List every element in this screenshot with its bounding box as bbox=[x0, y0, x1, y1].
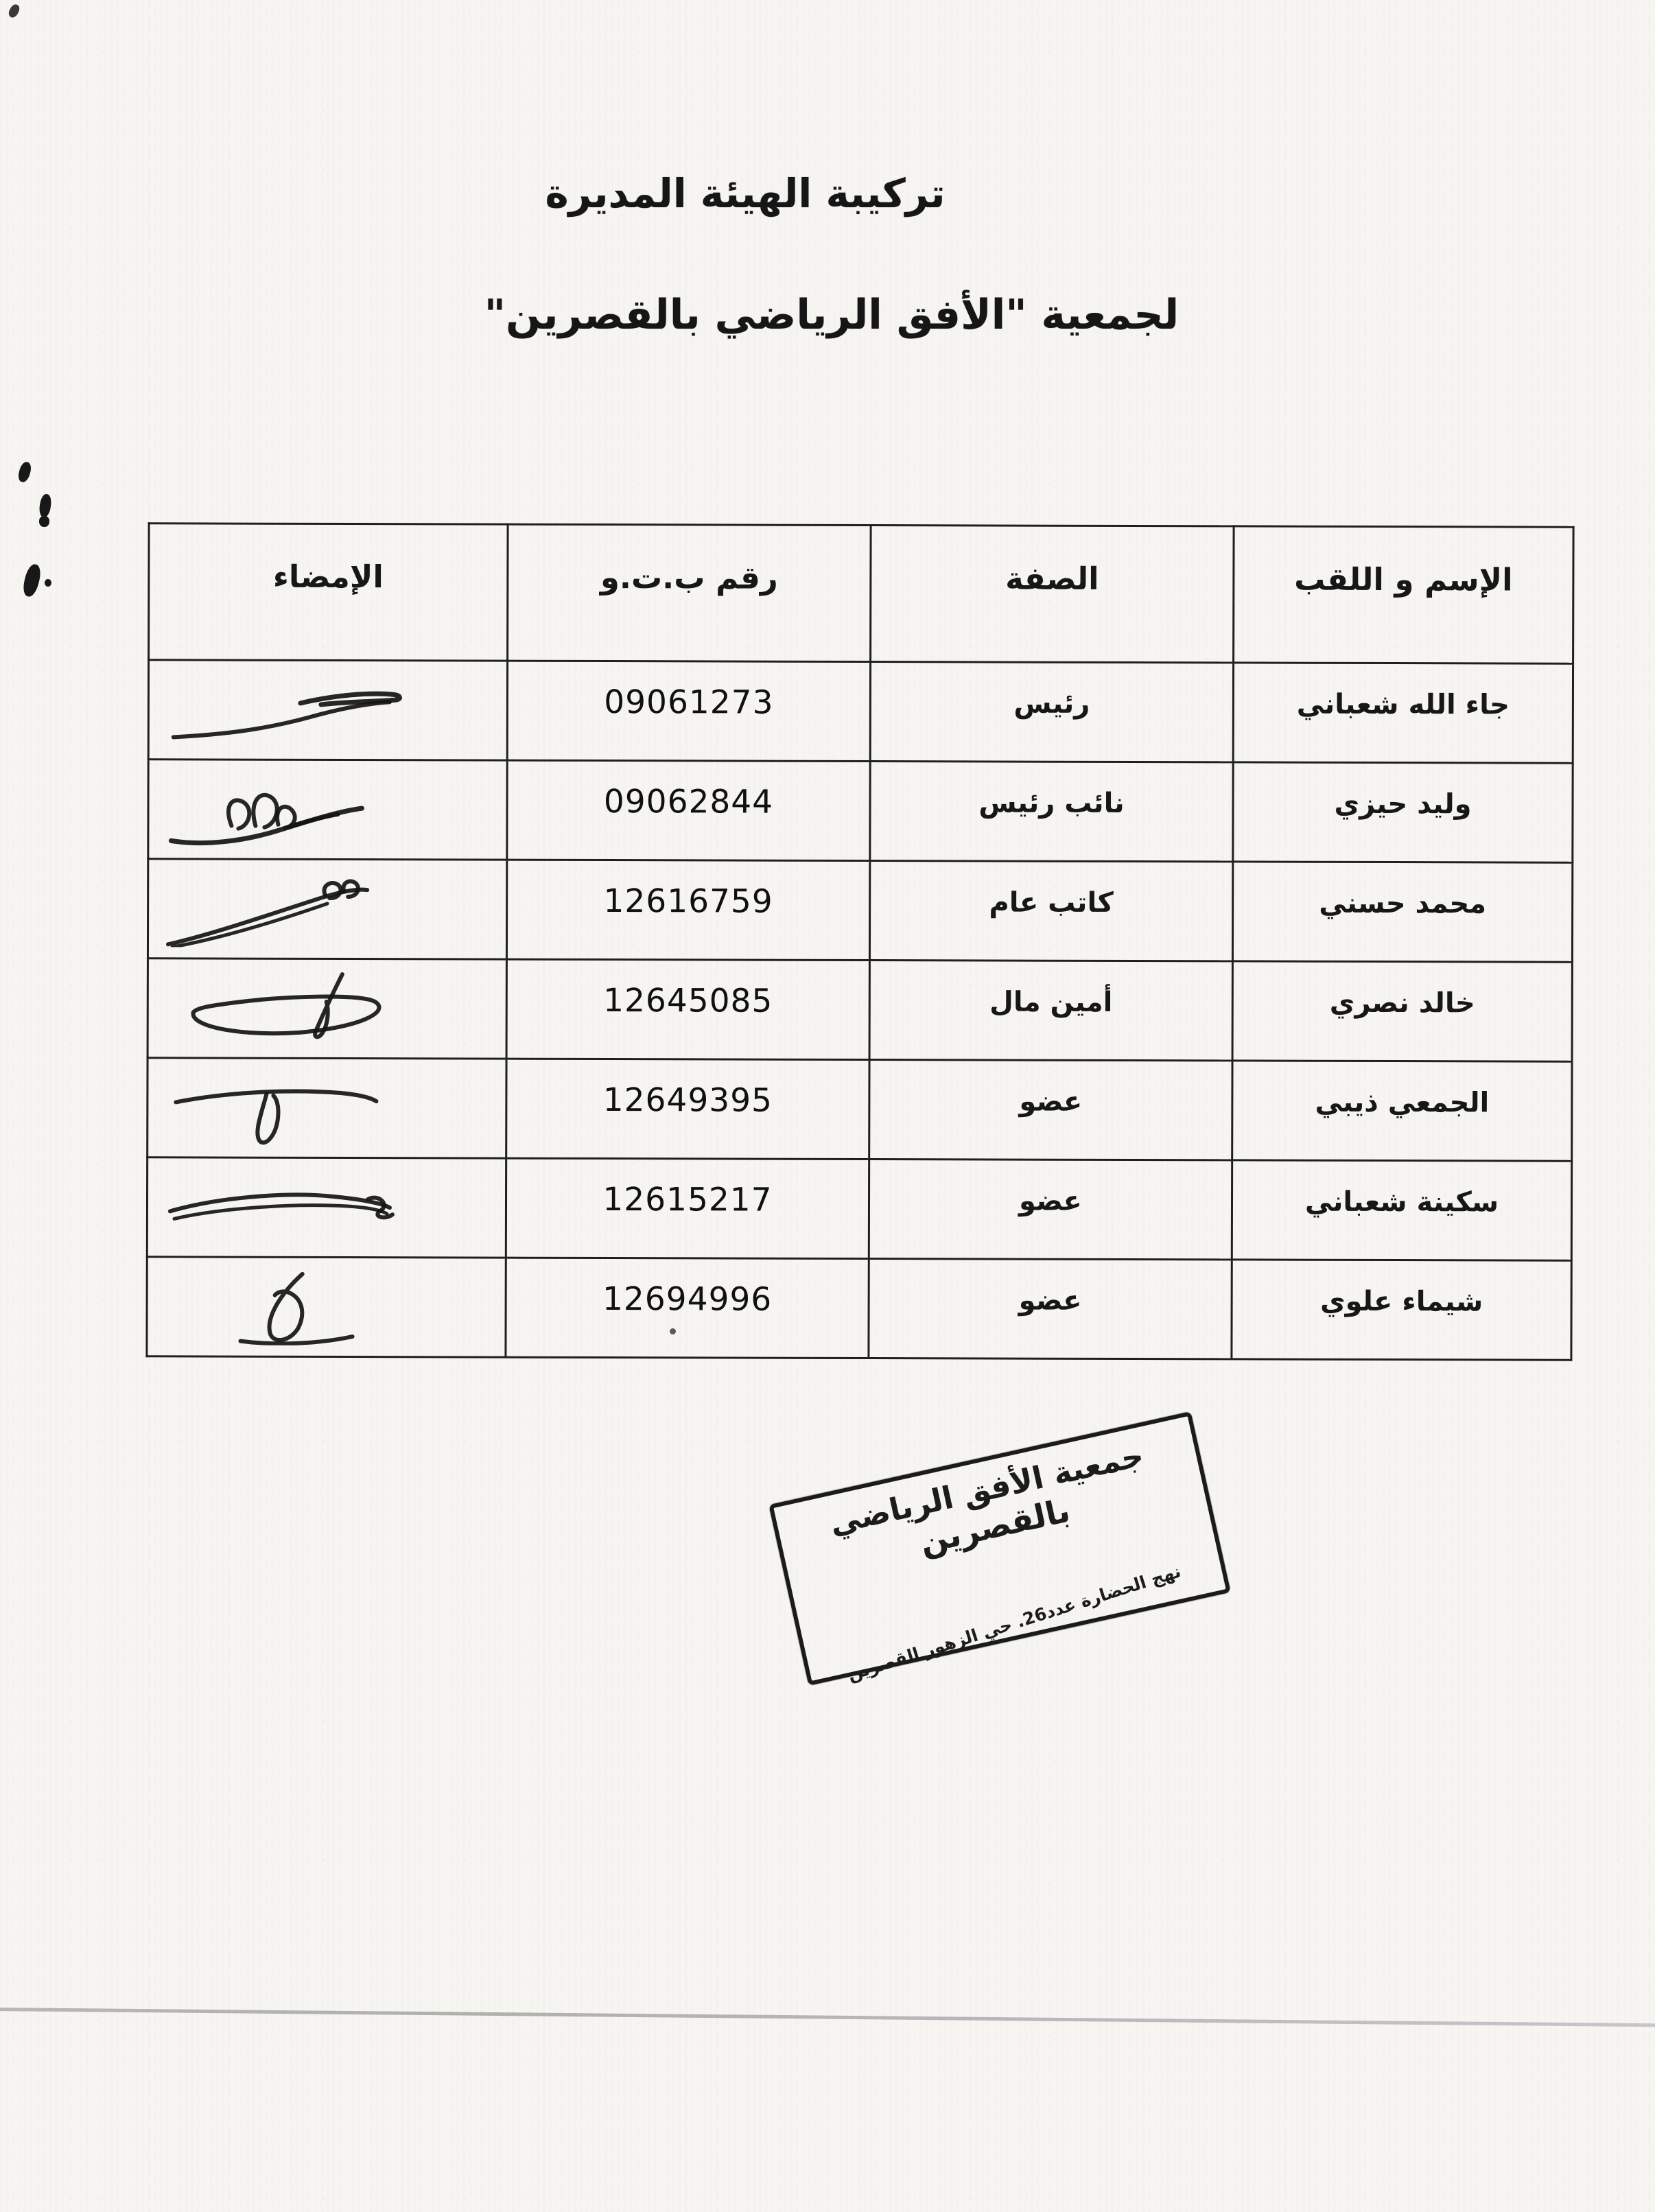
signature-row-6 bbox=[167, 1192, 395, 1221]
signature-row-2 bbox=[168, 792, 365, 846]
member-role: رئيس bbox=[870, 661, 1234, 762]
ink-blot bbox=[39, 516, 49, 527]
document-title-line1: تركيبة الهيئة المديرة bbox=[545, 170, 946, 217]
table-row: خالد نصري أمين مال 12645085 bbox=[148, 958, 1573, 1062]
ink-blot bbox=[38, 493, 53, 518]
signature-row-7 bbox=[238, 1271, 355, 1346]
member-role: عضو bbox=[869, 1059, 1233, 1160]
table-row: سكينة شعباني عضو 12615217 bbox=[147, 1157, 1572, 1261]
signature-cell bbox=[148, 858, 507, 960]
signature-row-1 bbox=[171, 691, 402, 740]
signature-cell bbox=[148, 659, 508, 761]
member-name: وليد حيزي bbox=[1232, 762, 1573, 863]
signature-cell bbox=[147, 1157, 506, 1258]
member-id-number: 09062844 bbox=[506, 760, 871, 861]
member-id-number: 12645085 bbox=[506, 959, 870, 1060]
board-members-table: الإسم و اللقب الصفة رقم ب.ت.و الإمضاء جا… bbox=[145, 522, 1574, 1361]
member-role: أمين مال bbox=[869, 960, 1233, 1061]
member-id-number: 12615217 bbox=[506, 1158, 869, 1259]
member-role: عضو bbox=[868, 1258, 1232, 1359]
member-role: نائب رئيس bbox=[869, 761, 1234, 862]
table-header-row: الإسم و اللقب الصفة رقم ب.ت.و الإمضاء bbox=[148, 523, 1574, 664]
signature-cell bbox=[148, 759, 508, 860]
member-role: عضو bbox=[869, 1159, 1232, 1260]
member-name: محمد حسني bbox=[1232, 861, 1573, 963]
table-row: جاء الله شعباني رئيس 09061273 bbox=[148, 659, 1573, 764]
ink-speck bbox=[7, 3, 21, 19]
scan-artifact-line bbox=[0, 2008, 1655, 2027]
ink-blot bbox=[16, 460, 33, 484]
association-stamp: جمعية الأفق الرياضي بالقصرين نهج الحضارة… bbox=[768, 1411, 1231, 1686]
ink-speck bbox=[670, 1328, 676, 1334]
table-row: الجمعي ذيبي عضو 12649395 bbox=[147, 1057, 1573, 1162]
member-name: الجمعي ذيبي bbox=[1232, 1060, 1573, 1162]
member-role: كاتب عام bbox=[869, 860, 1233, 961]
header-id-number: رقم ب.ت.و bbox=[507, 524, 871, 662]
member-id-number: 12649395 bbox=[506, 1059, 870, 1160]
member-id-number: 09061273 bbox=[507, 661, 871, 762]
signature-cell bbox=[148, 958, 507, 1059]
header-role: الصفة bbox=[870, 525, 1234, 663]
signature-row-4 bbox=[191, 972, 382, 1039]
header-signature: الإمضاء bbox=[148, 523, 508, 661]
signature-row-5 bbox=[174, 1089, 379, 1145]
table-row: شيماء علوي عضو 12694996 bbox=[146, 1256, 1572, 1361]
table-row: وليد حيزي نائب رئيس 09062844 bbox=[148, 759, 1573, 863]
ink-blot bbox=[21, 563, 43, 598]
member-name: جاء الله شعباني bbox=[1233, 662, 1573, 764]
member-name: سكينة شعباني bbox=[1232, 1160, 1572, 1261]
document-title-line2: لجمعية "الأفق الرياضي بالقصرين" bbox=[484, 291, 1179, 339]
ink-blot bbox=[45, 579, 51, 587]
header-name: الإسم و اللقب bbox=[1233, 526, 1574, 664]
signature-cell bbox=[147, 1057, 507, 1159]
table-row: محمد حسني كاتب عام 12616759 bbox=[148, 858, 1573, 963]
member-id-number: 12694996 bbox=[505, 1258, 869, 1358]
signature-cell bbox=[146, 1256, 506, 1358]
signature-row-3 bbox=[165, 879, 370, 948]
member-name: شيماء علوي bbox=[1231, 1259, 1572, 1361]
member-name: خالد نصري bbox=[1232, 961, 1573, 1062]
member-id-number: 12616759 bbox=[506, 860, 870, 961]
